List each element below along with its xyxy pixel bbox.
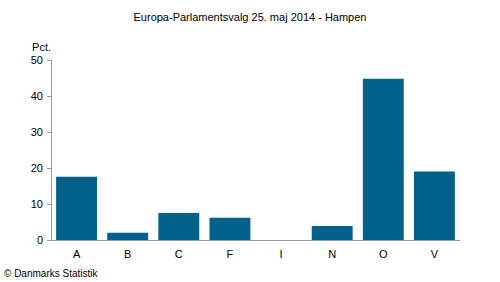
svg-text:40: 40 <box>31 90 43 102</box>
svg-text:V: V <box>431 248 439 260</box>
svg-text:20: 20 <box>31 162 43 174</box>
svg-text:0: 0 <box>37 234 43 246</box>
svg-text:10: 10 <box>31 198 43 210</box>
svg-text:I: I <box>280 248 283 260</box>
svg-text:Pct.: Pct. <box>32 41 51 53</box>
svg-text:A: A <box>73 248 81 260</box>
svg-text:F: F <box>227 248 234 260</box>
svg-text:N: N <box>328 248 336 260</box>
svg-text:C: C <box>175 248 183 260</box>
svg-text:B: B <box>124 248 131 260</box>
svg-text:O: O <box>379 248 388 260</box>
svg-text:30: 30 <box>31 126 43 138</box>
svg-text:Europa-Parlamentsvalg 25. maj: Europa-Parlamentsvalg 25. maj 2014 - Ham… <box>134 11 367 23</box>
svg-text:50: 50 <box>31 54 43 66</box>
svg-text:© Danmarks Statistik: © Danmarks Statistik <box>4 268 99 279</box>
